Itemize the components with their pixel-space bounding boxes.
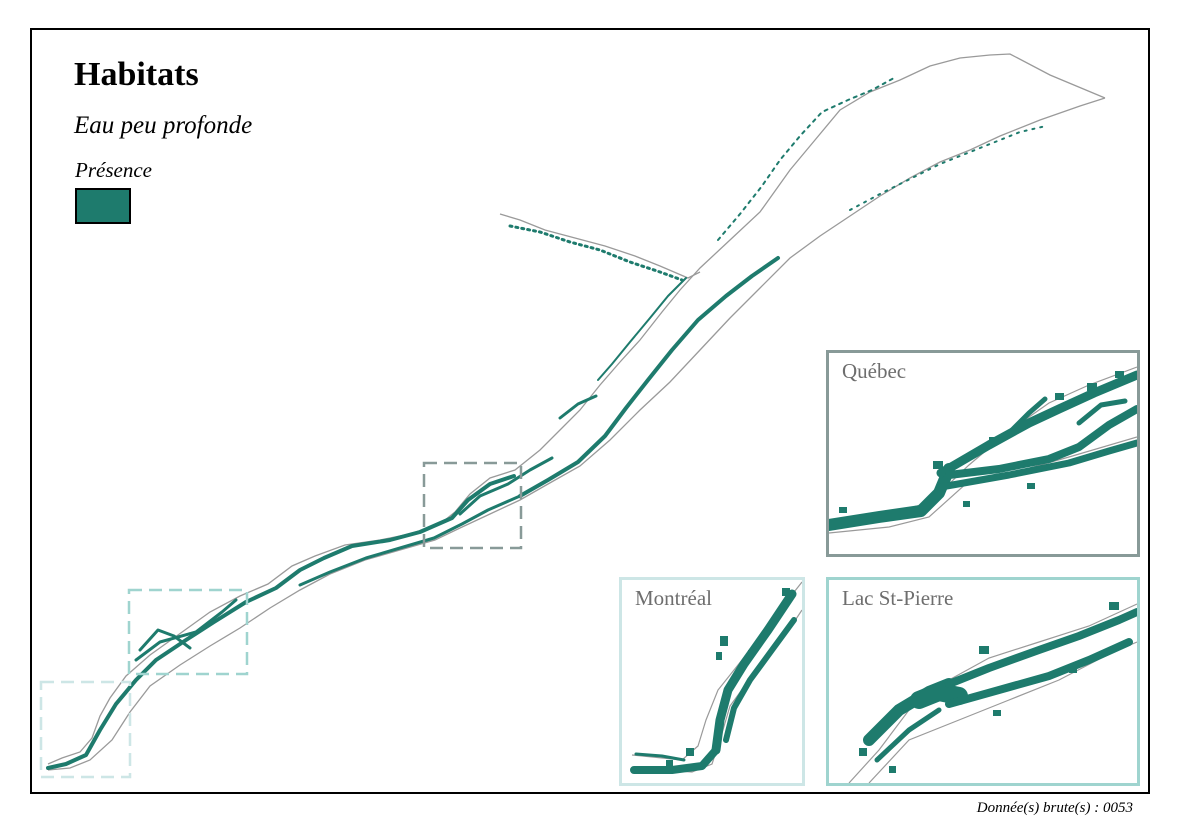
legend-swatch [75, 188, 131, 224]
inset-quebec-map [829, 366, 1137, 534]
inset-montreal-map [630, 581, 802, 774]
inset-lac-st-pierre-label: Lac St-Pierre [842, 586, 954, 610]
inset-quebec[interactable]: Québec [826, 350, 1140, 557]
map-title: Habitats [74, 56, 199, 93]
inset-quebec-label: Québec [842, 359, 907, 383]
locator-quebec[interactable] [422, 461, 523, 550]
inset-montreal[interactable]: Montréal [619, 577, 805, 786]
inset-lac-st-pierre-map [848, 602, 1137, 783]
north-shoreline [47, 53, 1106, 765]
inset-montreal-label: Montréal [635, 586, 712, 610]
locator-lac-st-pierre[interactable] [127, 588, 249, 676]
data-source: Donnée(s) brute(s) : 0053 [976, 800, 1133, 816]
south-shoreline [47, 97, 1106, 771]
habitat-presence [46, 77, 1047, 770]
map-subtitle: Eau peu profonde [74, 112, 253, 139]
locator-montreal[interactable] [39, 680, 132, 779]
tributary-shoreline [499, 213, 701, 279]
inset-lac-st-pierre[interactable]: Lac St-Pierre [826, 577, 1140, 786]
legend-label: Présence [75, 158, 152, 182]
